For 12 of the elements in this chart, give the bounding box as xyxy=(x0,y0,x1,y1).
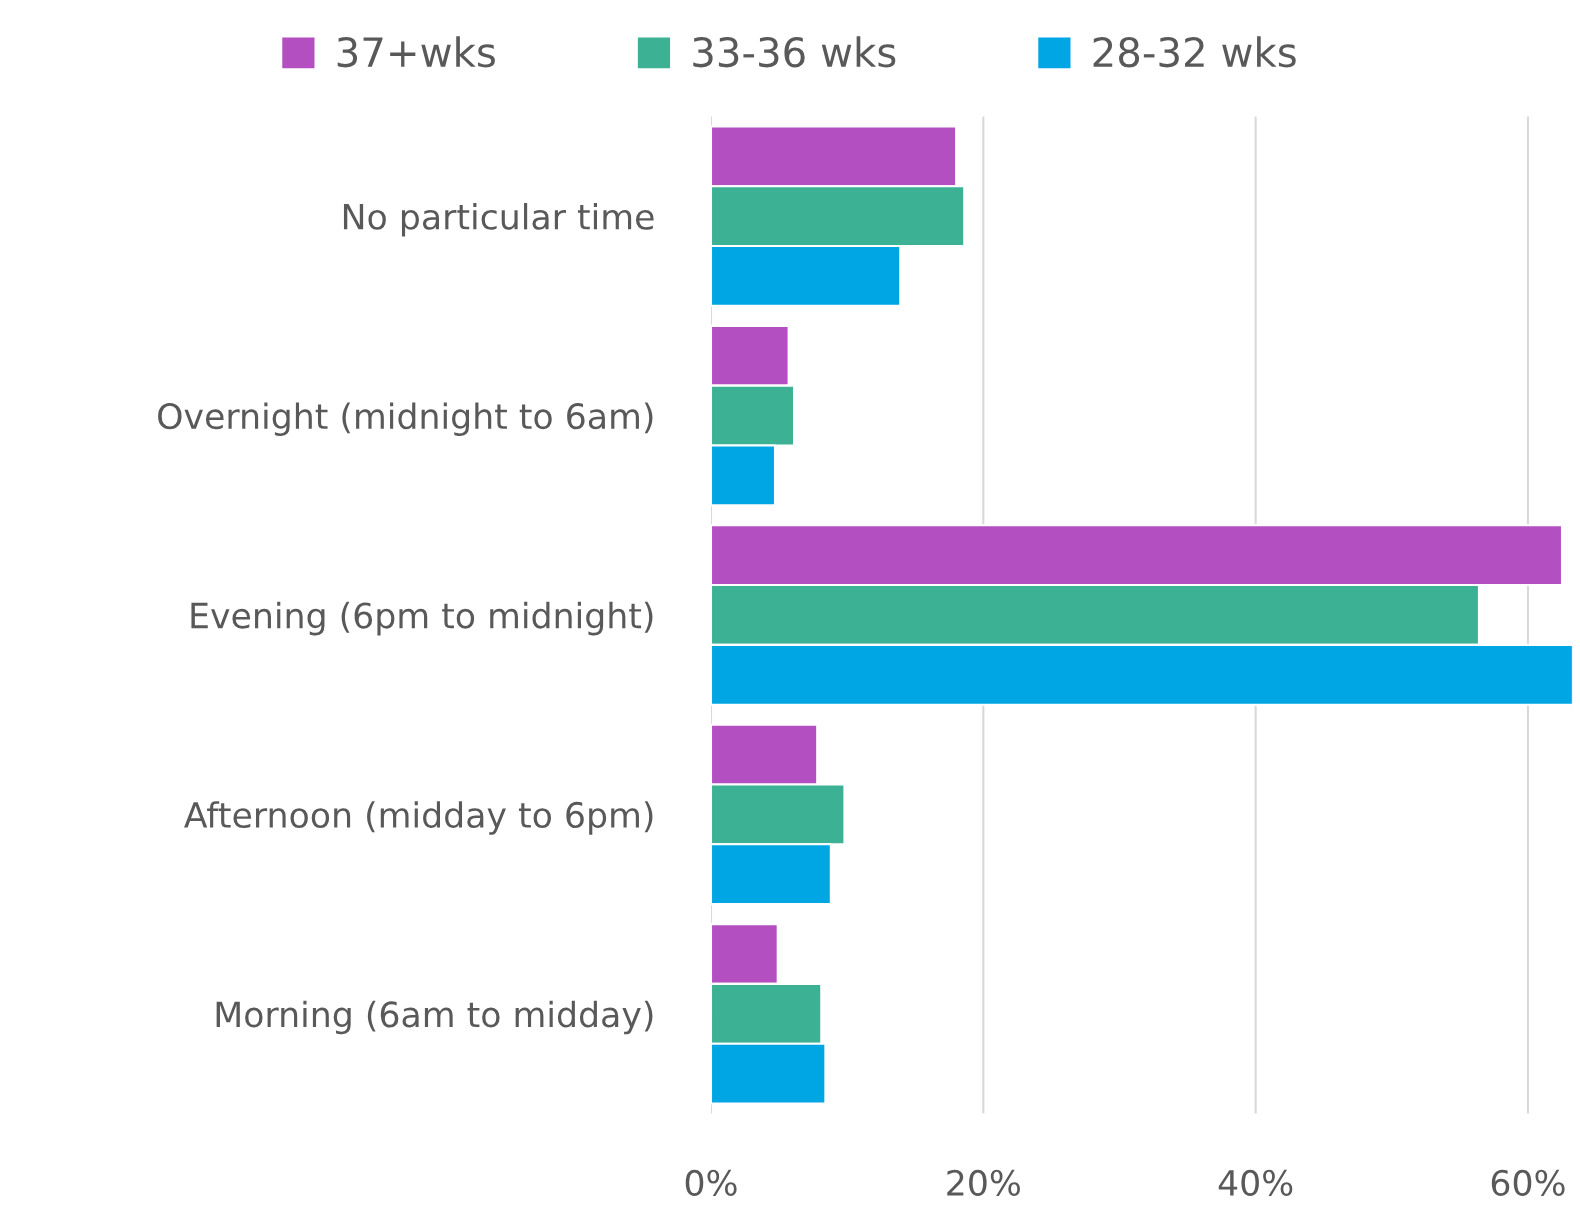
legend-label: 33-36 wks xyxy=(693,36,896,68)
y-tick-label: No particular time xyxy=(343,202,654,237)
x-tick-label: 60% xyxy=(1491,1169,1565,1196)
y-tick-label: Overnight (midnight to 6am) xyxy=(158,402,653,436)
x-tick-label: 0% xyxy=(685,1169,737,1196)
legend-label: 28-32 wks xyxy=(1093,36,1296,68)
y-tick-label: Morning (6am to midday) xyxy=(216,1000,653,1035)
y-tick-label: Evening (6pm to midnight) xyxy=(191,601,653,636)
legend-label: 37+wks xyxy=(337,36,495,68)
x-tick-label: 20% xyxy=(947,1169,1020,1196)
y-tick-label: Afternoon (midday to 6pm) xyxy=(184,801,653,835)
x-tick-label: 40% xyxy=(1218,1169,1293,1196)
